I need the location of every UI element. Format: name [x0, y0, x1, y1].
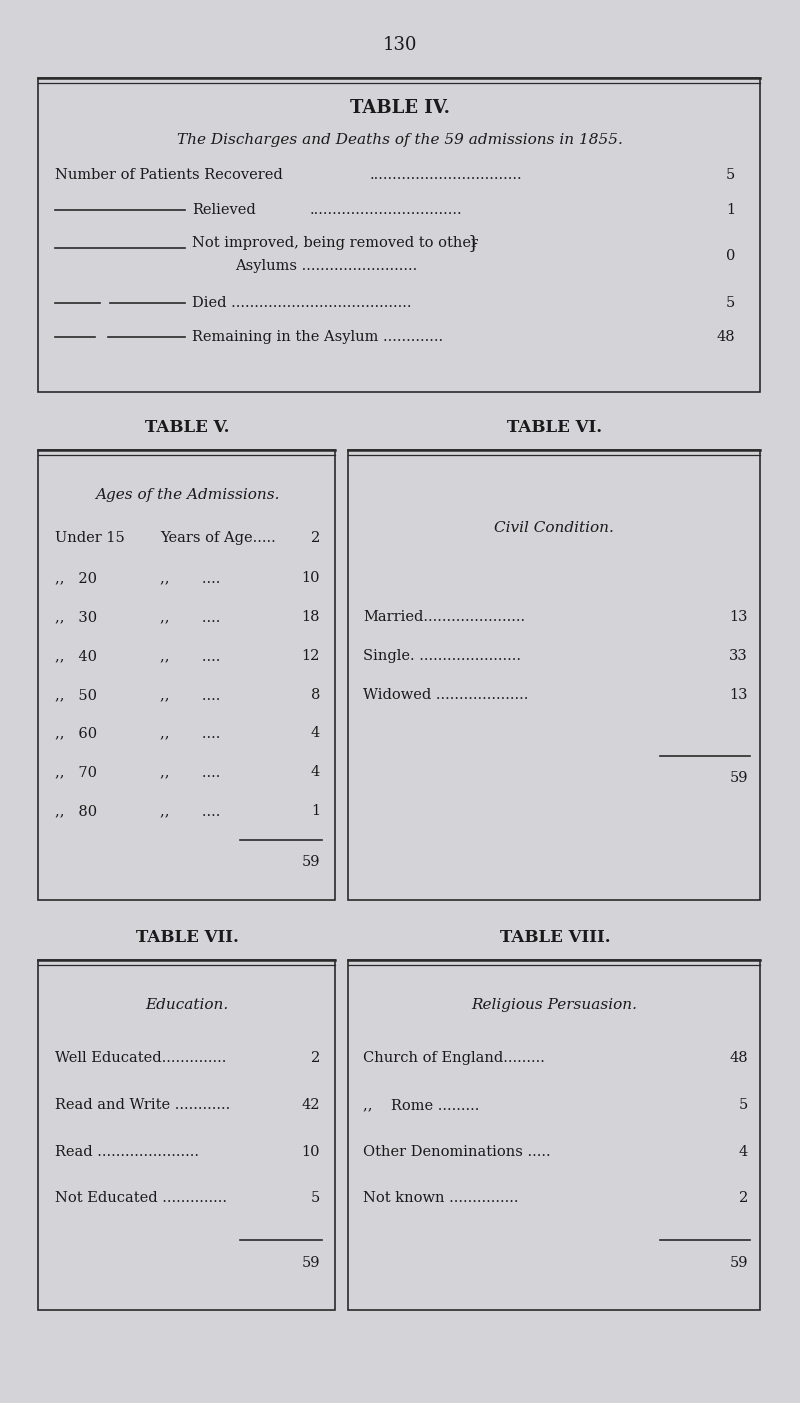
Text: 48: 48	[716, 330, 735, 344]
Text: Relieved: Relieved	[192, 203, 256, 217]
Text: Civil Condition.: Civil Condition.	[494, 521, 614, 535]
Text: ,,       ....: ,, ....	[160, 725, 220, 739]
Text: ,,   30: ,, 30	[55, 610, 97, 624]
Text: Other Denominations .....: Other Denominations .....	[363, 1145, 550, 1159]
Text: 5: 5	[726, 168, 735, 182]
Text: Died .......................................: Died ...................................…	[192, 296, 411, 310]
Text: ,,       ....: ,, ....	[160, 610, 220, 624]
Text: TABLE VIII.: TABLE VIII.	[500, 930, 610, 947]
Text: ,,   50: ,, 50	[55, 687, 97, 702]
Bar	[38, 960, 335, 1310]
Text: 10: 10	[302, 1145, 320, 1159]
Text: Read and Write ............: Read and Write ............	[55, 1099, 230, 1113]
Text: ,,       ....: ,, ....	[160, 804, 220, 818]
Text: 5: 5	[738, 1099, 748, 1113]
Text: 59: 59	[730, 772, 748, 786]
Text: 5: 5	[726, 296, 735, 310]
Text: 13: 13	[730, 610, 748, 624]
Bar	[38, 79, 760, 391]
Text: Years of Age.....: Years of Age.....	[160, 530, 276, 544]
Text: ,,   40: ,, 40	[55, 650, 97, 664]
Text: ,,       ....: ,, ....	[160, 765, 220, 779]
Text: Married......................: Married......................	[363, 610, 525, 624]
Text: ,,       ....: ,, ....	[160, 571, 220, 585]
Text: 4: 4	[310, 725, 320, 739]
Text: 48: 48	[730, 1051, 748, 1065]
Text: TABLE VI.: TABLE VI.	[507, 419, 602, 436]
Text: Not known ...............: Not known ...............	[363, 1191, 518, 1205]
Text: ,,    Rome .........: ,, Rome .........	[363, 1099, 479, 1113]
Text: 33: 33	[730, 650, 748, 664]
Text: 4: 4	[310, 765, 320, 779]
Text: .................................: .................................	[310, 203, 462, 217]
Text: ,,       ....: ,, ....	[160, 650, 220, 664]
Text: 1: 1	[311, 804, 320, 818]
Text: Asylums .........................: Asylums .........................	[235, 260, 418, 274]
Text: ,,   80: ,, 80	[55, 804, 97, 818]
Text: ,,       ....: ,, ....	[160, 687, 220, 702]
Text: ,,   60: ,, 60	[55, 725, 97, 739]
Text: 42: 42	[302, 1099, 320, 1113]
Text: 2: 2	[310, 530, 320, 544]
Text: }: }	[192, 234, 479, 253]
Text: Under 15: Under 15	[55, 530, 125, 544]
Bar	[348, 960, 760, 1310]
Text: 12: 12	[302, 650, 320, 664]
Text: Remaining in the Asylum .............: Remaining in the Asylum .............	[192, 330, 443, 344]
Text: 130: 130	[382, 36, 418, 53]
Text: Church of England.........: Church of England.........	[363, 1051, 545, 1065]
Text: 59: 59	[302, 1256, 320, 1270]
Text: Widowed ....................: Widowed ....................	[363, 687, 528, 702]
Text: TABLE IV.: TABLE IV.	[350, 100, 450, 116]
Text: 1: 1	[726, 203, 735, 217]
Text: Read ......................: Read ......................	[55, 1145, 199, 1159]
Text: Religious Persuasion.: Religious Persuasion.	[471, 998, 637, 1012]
Text: 5: 5	[310, 1191, 320, 1205]
Text: 2: 2	[738, 1191, 748, 1205]
Text: Ages of the Admissions.: Ages of the Admissions.	[94, 488, 279, 502]
Bar	[348, 450, 760, 899]
Text: Number of Patients Recovered: Number of Patients Recovered	[55, 168, 282, 182]
Text: Not Educated ..............: Not Educated ..............	[55, 1191, 227, 1205]
Text: 18: 18	[302, 610, 320, 624]
Text: 4: 4	[738, 1145, 748, 1159]
Text: 10: 10	[302, 571, 320, 585]
Text: 13: 13	[730, 687, 748, 702]
Text: 59: 59	[302, 854, 320, 868]
Text: 0: 0	[726, 248, 735, 262]
Text: TABLE VII.: TABLE VII.	[135, 930, 238, 947]
Text: TABLE V.: TABLE V.	[145, 419, 230, 436]
Text: 2: 2	[310, 1051, 320, 1065]
Bar	[38, 450, 335, 899]
Text: Not improved, being removed to other: Not improved, being removed to other	[192, 236, 478, 250]
Text: .................................: .................................	[370, 168, 522, 182]
Text: Education.: Education.	[146, 998, 229, 1012]
Text: Single. ......................: Single. ......................	[363, 650, 521, 664]
Text: The Discharges and Deaths of the 59 admissions in 1855.: The Discharges and Deaths of the 59 admi…	[177, 133, 623, 147]
Text: ,,   70: ,, 70	[55, 765, 97, 779]
Text: 59: 59	[730, 1256, 748, 1270]
Text: 8: 8	[310, 687, 320, 702]
Text: Well Educated..............: Well Educated..............	[55, 1051, 226, 1065]
Text: ,,   20: ,, 20	[55, 571, 97, 585]
